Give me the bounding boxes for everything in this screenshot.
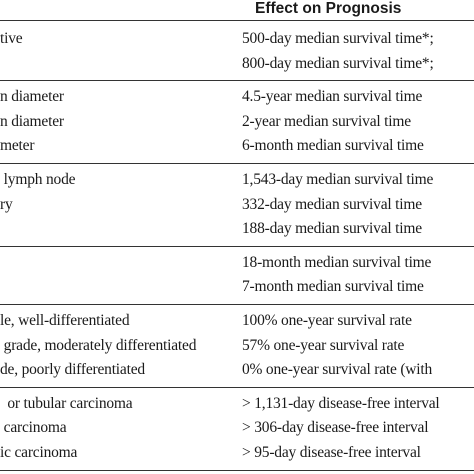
prognosis-cell: 500-day median survival time*;: [242, 30, 434, 47]
condition-cell: n diameter: [0, 112, 64, 130]
prognosis-cell: > 1,131-day disease-free interval: [242, 394, 440, 412]
condition-cell: de, poorly differentiated: [0, 361, 145, 379]
group-rule: [0, 163, 474, 164]
header-rule: [0, 20, 474, 21]
condition-cell: or tubular carcinoma: [0, 394, 133, 412]
condition-cell: ic carcinoma: [0, 444, 78, 461]
prognosis-cell: 2-year median survival time: [242, 112, 411, 130]
prognosis-cell: > 95-day disease-free interval: [242, 444, 421, 461]
prognosis-cell: 6-month median survival time: [242, 137, 424, 155]
group-rule: [0, 246, 474, 247]
prognosis-cell: 188-day median survival time: [242, 220, 422, 238]
condition-cell: le, well-differentiated: [0, 312, 130, 329]
condition-cell: n diameter: [0, 88, 64, 106]
group-rule: [0, 80, 474, 81]
prognosis-cell: 332-day median survival time: [242, 195, 422, 213]
prognosis-cell: 7-month median survival time: [242, 278, 424, 296]
condition-cell: lymph node: [0, 171, 76, 188]
group-rule: [0, 470, 474, 471]
group-rule: [0, 387, 474, 388]
prognosis-cell: 57% one-year survival rate: [242, 336, 405, 354]
group-rule: [0, 304, 474, 305]
condition-cell: tive: [0, 30, 23, 47]
prognosis-cell: 4.5-year median survival time: [242, 88, 423, 106]
condition-cell: grade, moderately differentiated: [0, 336, 197, 354]
column-header: Effect on Prognosis: [255, 0, 402, 17]
prognosis-cell: 800-day median survival time*;: [242, 54, 434, 72]
prognosis-cell: 1,543-day median survival time: [242, 171, 434, 188]
condition-cell: carcinoma: [0, 419, 67, 437]
prognosis-cell: 0% one-year survival rate (with: [242, 361, 433, 379]
condition-cell: meter: [0, 137, 35, 155]
prognosis-cell: 18-month median survival time: [242, 253, 432, 271]
condition-cell: ry: [0, 195, 13, 213]
prognosis-cell: > 306-day disease-free interval: [242, 419, 429, 437]
prognosis-cell: 100% one-year survival rate: [242, 312, 412, 329]
